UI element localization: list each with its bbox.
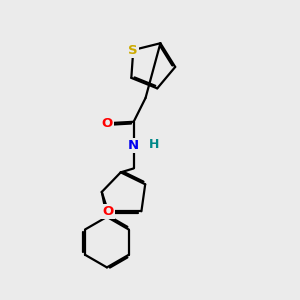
Text: O: O [101,117,112,130]
Text: O: O [102,205,114,218]
Text: H: H [149,138,160,151]
Text: N: N [128,139,139,152]
Text: S: S [128,44,138,56]
